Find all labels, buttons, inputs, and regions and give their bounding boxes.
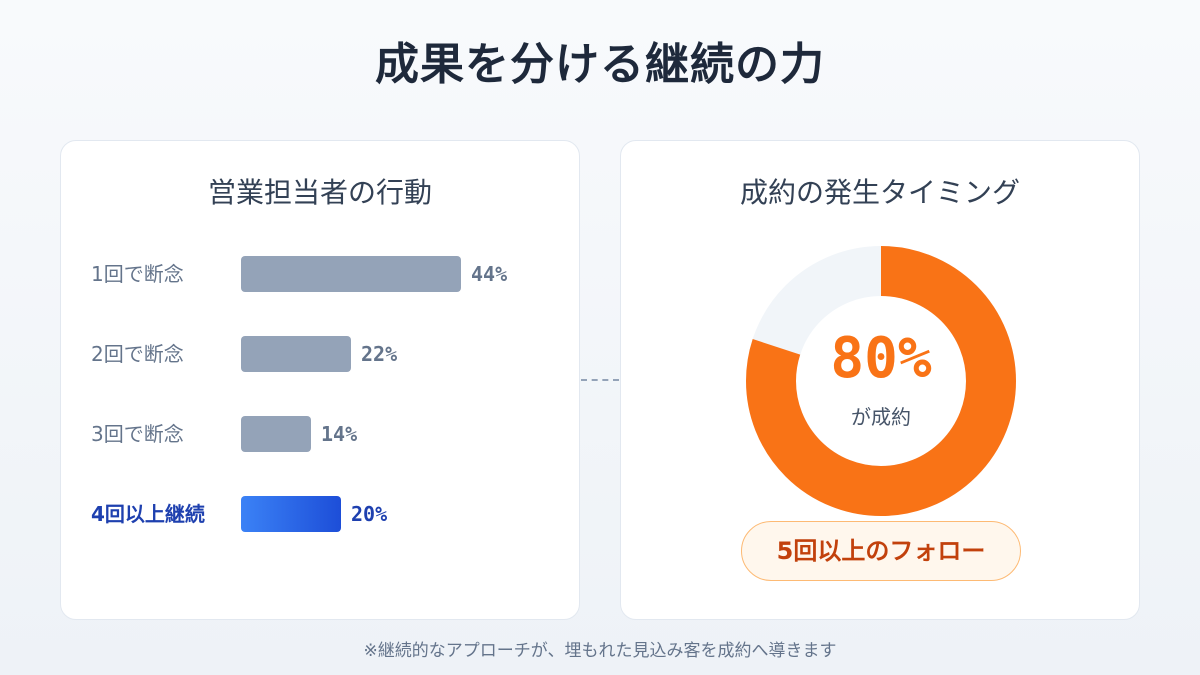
bar-value-label: 22%: [361, 342, 398, 366]
follow-up-badge: 5回以上のフォロー: [741, 521, 1021, 581]
bar-value-label: 44%: [471, 262, 508, 286]
bar-row: 3回で断念 14%: [61, 416, 581, 452]
bar: [241, 496, 341, 532]
bar: [241, 416, 311, 452]
bar-value-label: 14%: [321, 422, 358, 446]
donut-svg: [746, 246, 1016, 516]
bar-label: 3回で断念: [91, 422, 184, 446]
donut-chart: 80% が成約: [746, 246, 1016, 516]
bar: [241, 336, 351, 372]
donut-center-value: 80%: [830, 326, 932, 391]
bar-label: 4回以上継続: [91, 502, 205, 526]
timing-card-title: 成約の発生タイミング: [739, 176, 1020, 209]
page-title: 成果を分ける継続の力: [375, 39, 825, 90]
bar: [241, 256, 461, 292]
behavior-card-title: 営業担当者の行動: [207, 176, 432, 209]
timing-card: 成約の発生タイミング 80% が成約 5回以上のフォロー: [620, 140, 1140, 620]
card-connector: [581, 379, 619, 381]
footnote: ※継続的なアプローチが、埋もれた見込み客を成約へ導きます: [363, 641, 837, 661]
bar-row: 2回で断念 22%: [61, 336, 581, 372]
donut-slice-follow: [746, 246, 1016, 516]
behavior-card: 営業担当者の行動 1回で断念 44% 2回で断念 22% 3回で断念 14% 4回以上継続 2…: [60, 140, 580, 620]
bar-label: 2回で断念: [91, 342, 184, 366]
bar-row: 1回で断念 44%: [61, 256, 581, 292]
bar-row: 4回以上継続 20%: [61, 496, 581, 532]
bar-label: 1回で断念: [91, 262, 184, 286]
bar-value-label: 20%: [351, 502, 388, 526]
donut-center-sub: が成約: [851, 405, 911, 429]
